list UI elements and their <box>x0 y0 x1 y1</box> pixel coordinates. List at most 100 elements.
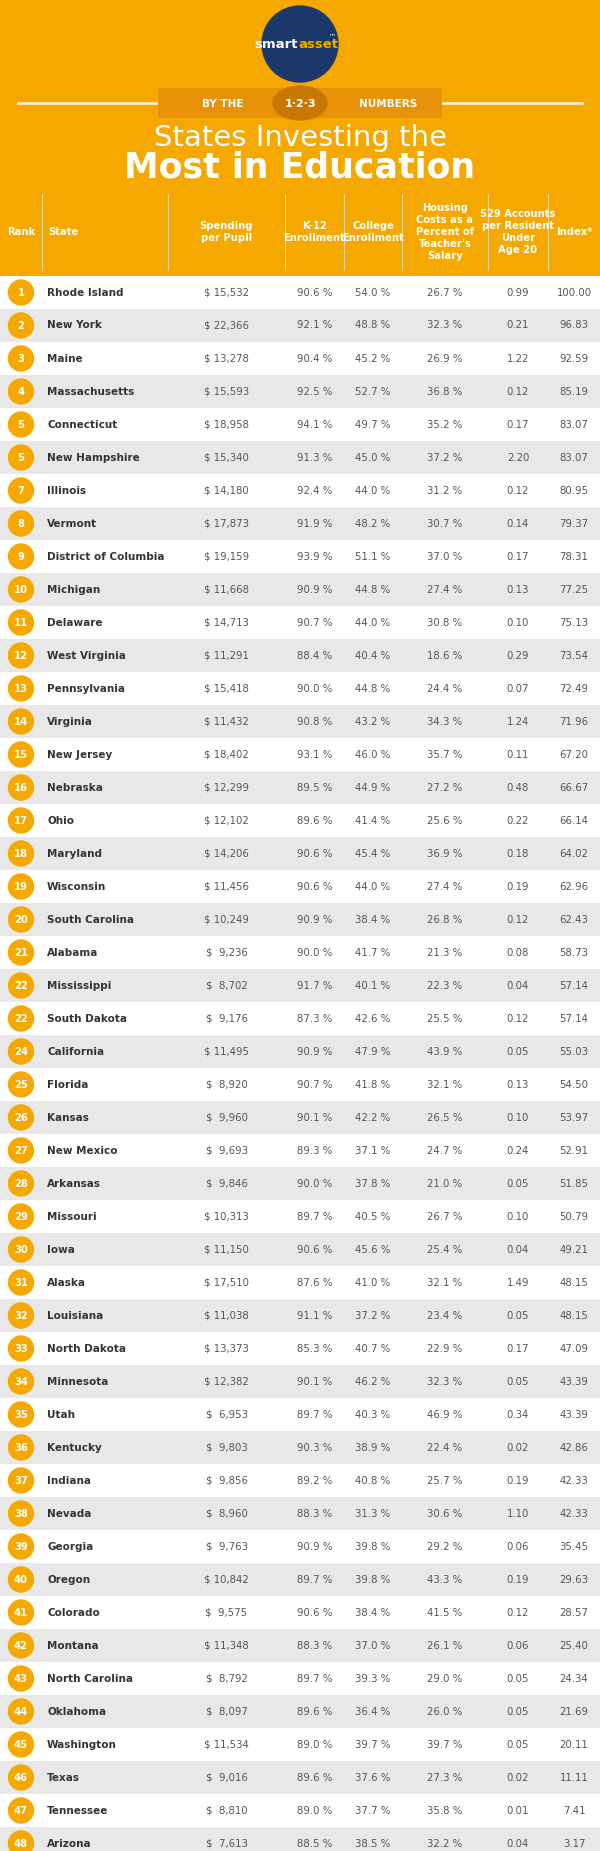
Text: 52.7 %: 52.7 % <box>355 387 391 396</box>
Text: BY THE: BY THE <box>202 98 244 109</box>
Text: 42.6 %: 42.6 % <box>355 1014 391 1024</box>
Circle shape <box>8 642 34 668</box>
Text: $ 17,873: $ 17,873 <box>204 518 249 529</box>
Text: 89.2 %: 89.2 % <box>297 1475 332 1486</box>
Text: 0.13: 0.13 <box>507 1079 529 1090</box>
Text: 0.10: 0.10 <box>507 1112 529 1122</box>
Text: 31: 31 <box>14 1277 28 1288</box>
Text: 66.14: 66.14 <box>560 816 589 826</box>
Text: $ 11,038: $ 11,038 <box>204 1311 249 1320</box>
Text: 32.1 %: 32.1 % <box>427 1079 463 1090</box>
Text: 42.2 %: 42.2 % <box>355 1112 391 1122</box>
Text: Rank: Rank <box>7 228 35 237</box>
Text: $  8,920: $ 8,920 <box>206 1079 247 1090</box>
FancyBboxPatch shape <box>0 407 600 441</box>
FancyBboxPatch shape <box>0 507 600 540</box>
Text: States Investing the: States Investing the <box>154 124 446 152</box>
Text: 46.2 %: 46.2 % <box>355 1377 391 1386</box>
Text: 0.34: 0.34 <box>507 1409 529 1420</box>
Text: 42.33: 42.33 <box>560 1509 589 1518</box>
Text: 10: 10 <box>14 585 28 594</box>
Text: 25.6 %: 25.6 % <box>427 816 463 826</box>
Text: 40.3 %: 40.3 % <box>355 1409 391 1420</box>
Text: $  9,763: $ 9,763 <box>205 1542 248 1551</box>
Circle shape <box>8 1005 34 1031</box>
Text: Michigan: Michigan <box>47 585 100 594</box>
Text: New Hampshire: New Hampshire <box>47 452 140 463</box>
Text: 38.9 %: 38.9 % <box>355 1442 391 1453</box>
Circle shape <box>8 379 34 404</box>
Text: 0.13: 0.13 <box>507 585 529 594</box>
Text: 12: 12 <box>14 652 28 661</box>
Text: $ 18,402: $ 18,402 <box>204 750 249 759</box>
FancyBboxPatch shape <box>158 89 442 118</box>
Text: New Jersey: New Jersey <box>47 750 112 759</box>
FancyBboxPatch shape <box>0 1760 600 1794</box>
Text: 0.02: 0.02 <box>507 1773 529 1783</box>
Text: 0.05: 0.05 <box>507 1673 529 1684</box>
FancyBboxPatch shape <box>0 276 600 309</box>
Text: 62.96: 62.96 <box>559 881 589 892</box>
Text: Washington: Washington <box>47 1740 117 1749</box>
Text: Minnesota: Minnesota <box>47 1377 109 1386</box>
FancyBboxPatch shape <box>0 1497 600 1531</box>
Text: 52.91: 52.91 <box>560 1146 589 1155</box>
Text: $  9,236: $ 9,236 <box>206 948 247 957</box>
Text: 90.0 %: 90.0 % <box>297 948 332 957</box>
Text: Florida: Florida <box>47 1079 88 1090</box>
FancyBboxPatch shape <box>0 574 600 605</box>
Circle shape <box>8 1072 34 1098</box>
Text: North Carolina: North Carolina <box>47 1673 133 1684</box>
Circle shape <box>8 742 34 766</box>
Text: 32.2 %: 32.2 % <box>427 1838 463 1849</box>
Text: 0.12: 0.12 <box>507 1014 529 1024</box>
Text: 28: 28 <box>14 1179 28 1188</box>
Text: 93.1 %: 93.1 % <box>297 750 332 759</box>
Circle shape <box>8 1270 34 1296</box>
Text: 0.04: 0.04 <box>507 981 529 990</box>
Ellipse shape <box>273 85 327 120</box>
Text: 51.1 %: 51.1 % <box>355 552 391 561</box>
Text: Kentucky: Kentucky <box>47 1442 102 1453</box>
Text: 89.7 %: 89.7 % <box>297 1212 332 1222</box>
Text: 32.1 %: 32.1 % <box>427 1277 463 1288</box>
Text: $ 17,510: $ 17,510 <box>204 1277 249 1288</box>
Text: 47.09: 47.09 <box>560 1344 589 1353</box>
FancyBboxPatch shape <box>0 1827 600 1851</box>
Text: 20: 20 <box>14 914 28 926</box>
Text: 46.9 %: 46.9 % <box>427 1409 463 1420</box>
Text: 43.39: 43.39 <box>560 1409 589 1420</box>
Text: Massachusetts: Massachusetts <box>47 387 134 396</box>
Text: 9: 9 <box>17 552 25 563</box>
Text: 22: 22 <box>14 981 28 990</box>
Text: $  9,803: $ 9,803 <box>206 1442 247 1453</box>
Circle shape <box>8 346 34 370</box>
Text: $  9,960: $ 9,960 <box>205 1112 248 1122</box>
Text: Nevada: Nevada <box>47 1509 91 1518</box>
FancyBboxPatch shape <box>0 376 600 407</box>
Text: 27.4 %: 27.4 % <box>427 585 463 594</box>
Text: 0.05: 0.05 <box>507 1311 529 1320</box>
FancyBboxPatch shape <box>0 705 600 739</box>
FancyBboxPatch shape <box>0 342 600 376</box>
Text: 19: 19 <box>14 881 28 892</box>
Text: 49.21: 49.21 <box>560 1244 589 1255</box>
Text: 77.25: 77.25 <box>559 585 589 594</box>
Text: 0.11: 0.11 <box>507 750 529 759</box>
FancyBboxPatch shape <box>0 189 600 276</box>
FancyBboxPatch shape <box>0 970 600 1001</box>
Text: 92.5 %: 92.5 % <box>297 387 332 396</box>
Text: 41.8 %: 41.8 % <box>355 1079 391 1090</box>
Text: 2.20: 2.20 <box>507 452 529 463</box>
Text: 0.05: 0.05 <box>507 1707 529 1716</box>
Text: 25: 25 <box>14 1079 28 1090</box>
Text: $  8,097: $ 8,097 <box>206 1707 247 1716</box>
Text: 2: 2 <box>17 320 25 331</box>
Text: New York: New York <box>47 320 102 331</box>
Text: 37.0 %: 37.0 % <box>355 1640 391 1651</box>
Text: 27.3 %: 27.3 % <box>427 1773 463 1783</box>
Text: 22.4 %: 22.4 % <box>427 1442 463 1453</box>
Text: 25.7 %: 25.7 % <box>427 1475 463 1486</box>
Text: 42.86: 42.86 <box>560 1442 589 1453</box>
Text: $ 14,206: $ 14,206 <box>204 848 249 859</box>
